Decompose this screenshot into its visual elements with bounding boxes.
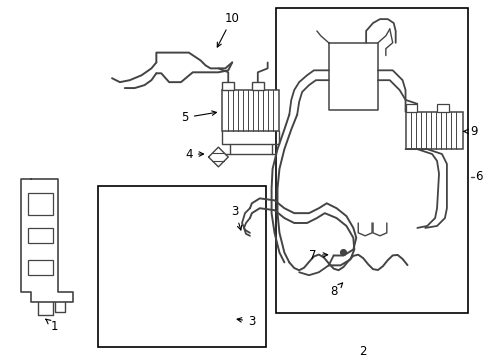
Bar <box>28 260 53 275</box>
Text: 6: 6 <box>474 170 481 183</box>
Bar <box>98 186 265 347</box>
Bar <box>405 112 462 149</box>
Circle shape <box>340 249 346 256</box>
Text: 1: 1 <box>46 319 59 333</box>
Text: 10: 10 <box>217 12 239 47</box>
Bar <box>28 193 53 215</box>
Text: 3: 3 <box>237 315 255 328</box>
Bar <box>251 82 263 90</box>
Bar <box>222 82 234 90</box>
Text: 7: 7 <box>309 249 327 262</box>
Text: 8: 8 <box>329 283 342 298</box>
Bar <box>405 104 416 112</box>
Bar <box>275 9 468 314</box>
Text: 4: 4 <box>185 148 203 161</box>
Text: 5: 5 <box>181 111 216 124</box>
Bar <box>436 104 448 112</box>
Bar <box>222 90 279 131</box>
Text: 9: 9 <box>463 125 477 138</box>
Text: 2: 2 <box>359 345 366 357</box>
Text: 3: 3 <box>231 205 241 230</box>
Bar <box>28 228 53 243</box>
